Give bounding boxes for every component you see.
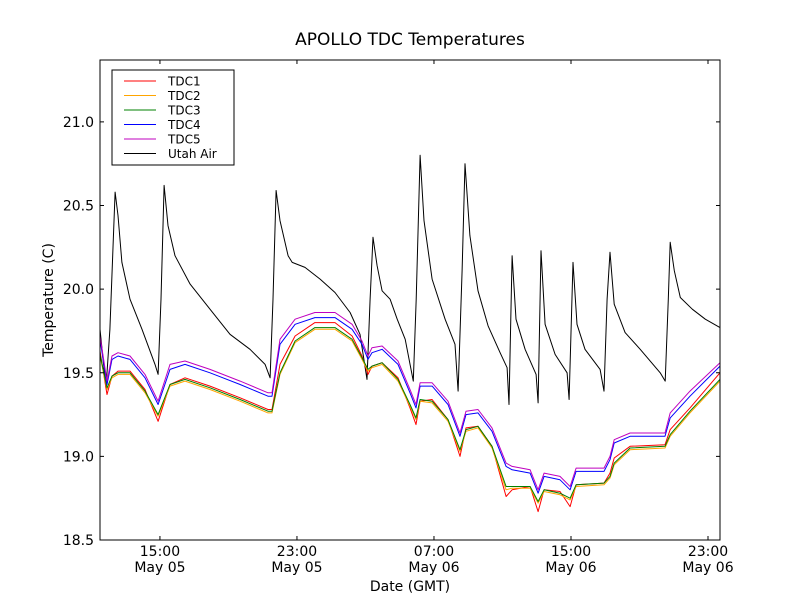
legend-label: Utah Air: [168, 147, 217, 161]
y-axis-label: Temperature (C): [41, 243, 57, 358]
series-line-tdc3: [99, 327, 721, 502]
series-line-utah-air: [99, 154, 721, 405]
series-line-tdc5: [99, 312, 721, 491]
series-layer: [99, 154, 721, 513]
y-tick-label: 19.0: [63, 449, 94, 465]
x-tick-label-time: 15:00: [551, 544, 591, 560]
x-tick-label-time: 23:00: [277, 544, 317, 560]
x-tick-label-date: May 06: [682, 560, 733, 576]
y-tick-label: 20.5: [63, 199, 94, 215]
y-tick-label: 19.5: [63, 366, 94, 382]
x-tick-label-date: May 05: [271, 560, 322, 576]
x-tick-label-time: 23:00: [688, 544, 728, 560]
chart-title: APOLLO TDC Temperatures: [295, 30, 525, 50]
x-tick-label-date: May 06: [545, 560, 596, 576]
x-axis-label: Date (GMT): [370, 579, 450, 595]
x-tick-label-date: May 06: [408, 560, 459, 576]
legend-label: TDC2: [167, 89, 201, 103]
legend-box: [111, 69, 235, 166]
legend-label: TDC3: [167, 104, 201, 118]
series-line-tdc4: [99, 317, 721, 494]
plot-frame: [99, 59, 721, 541]
legend-label: TDC4: [167, 118, 201, 132]
y-tick-label: 18.5: [63, 533, 94, 549]
y-tick-label: 20.0: [63, 282, 94, 298]
x-tick-label-time: 07:00: [414, 544, 454, 560]
x-tick-label-date: May 05: [134, 560, 185, 576]
legend-label: TDC5: [167, 133, 201, 147]
legend-label: TDC1: [167, 75, 201, 89]
x-tick-label-time: 15:00: [140, 544, 180, 560]
y-tick-label: 21.0: [63, 115, 94, 131]
series-line-tdc2: [99, 328, 721, 504]
y-axis: 18.5 19.0 19.5 20.0 20.5 21.0: [63, 115, 720, 549]
